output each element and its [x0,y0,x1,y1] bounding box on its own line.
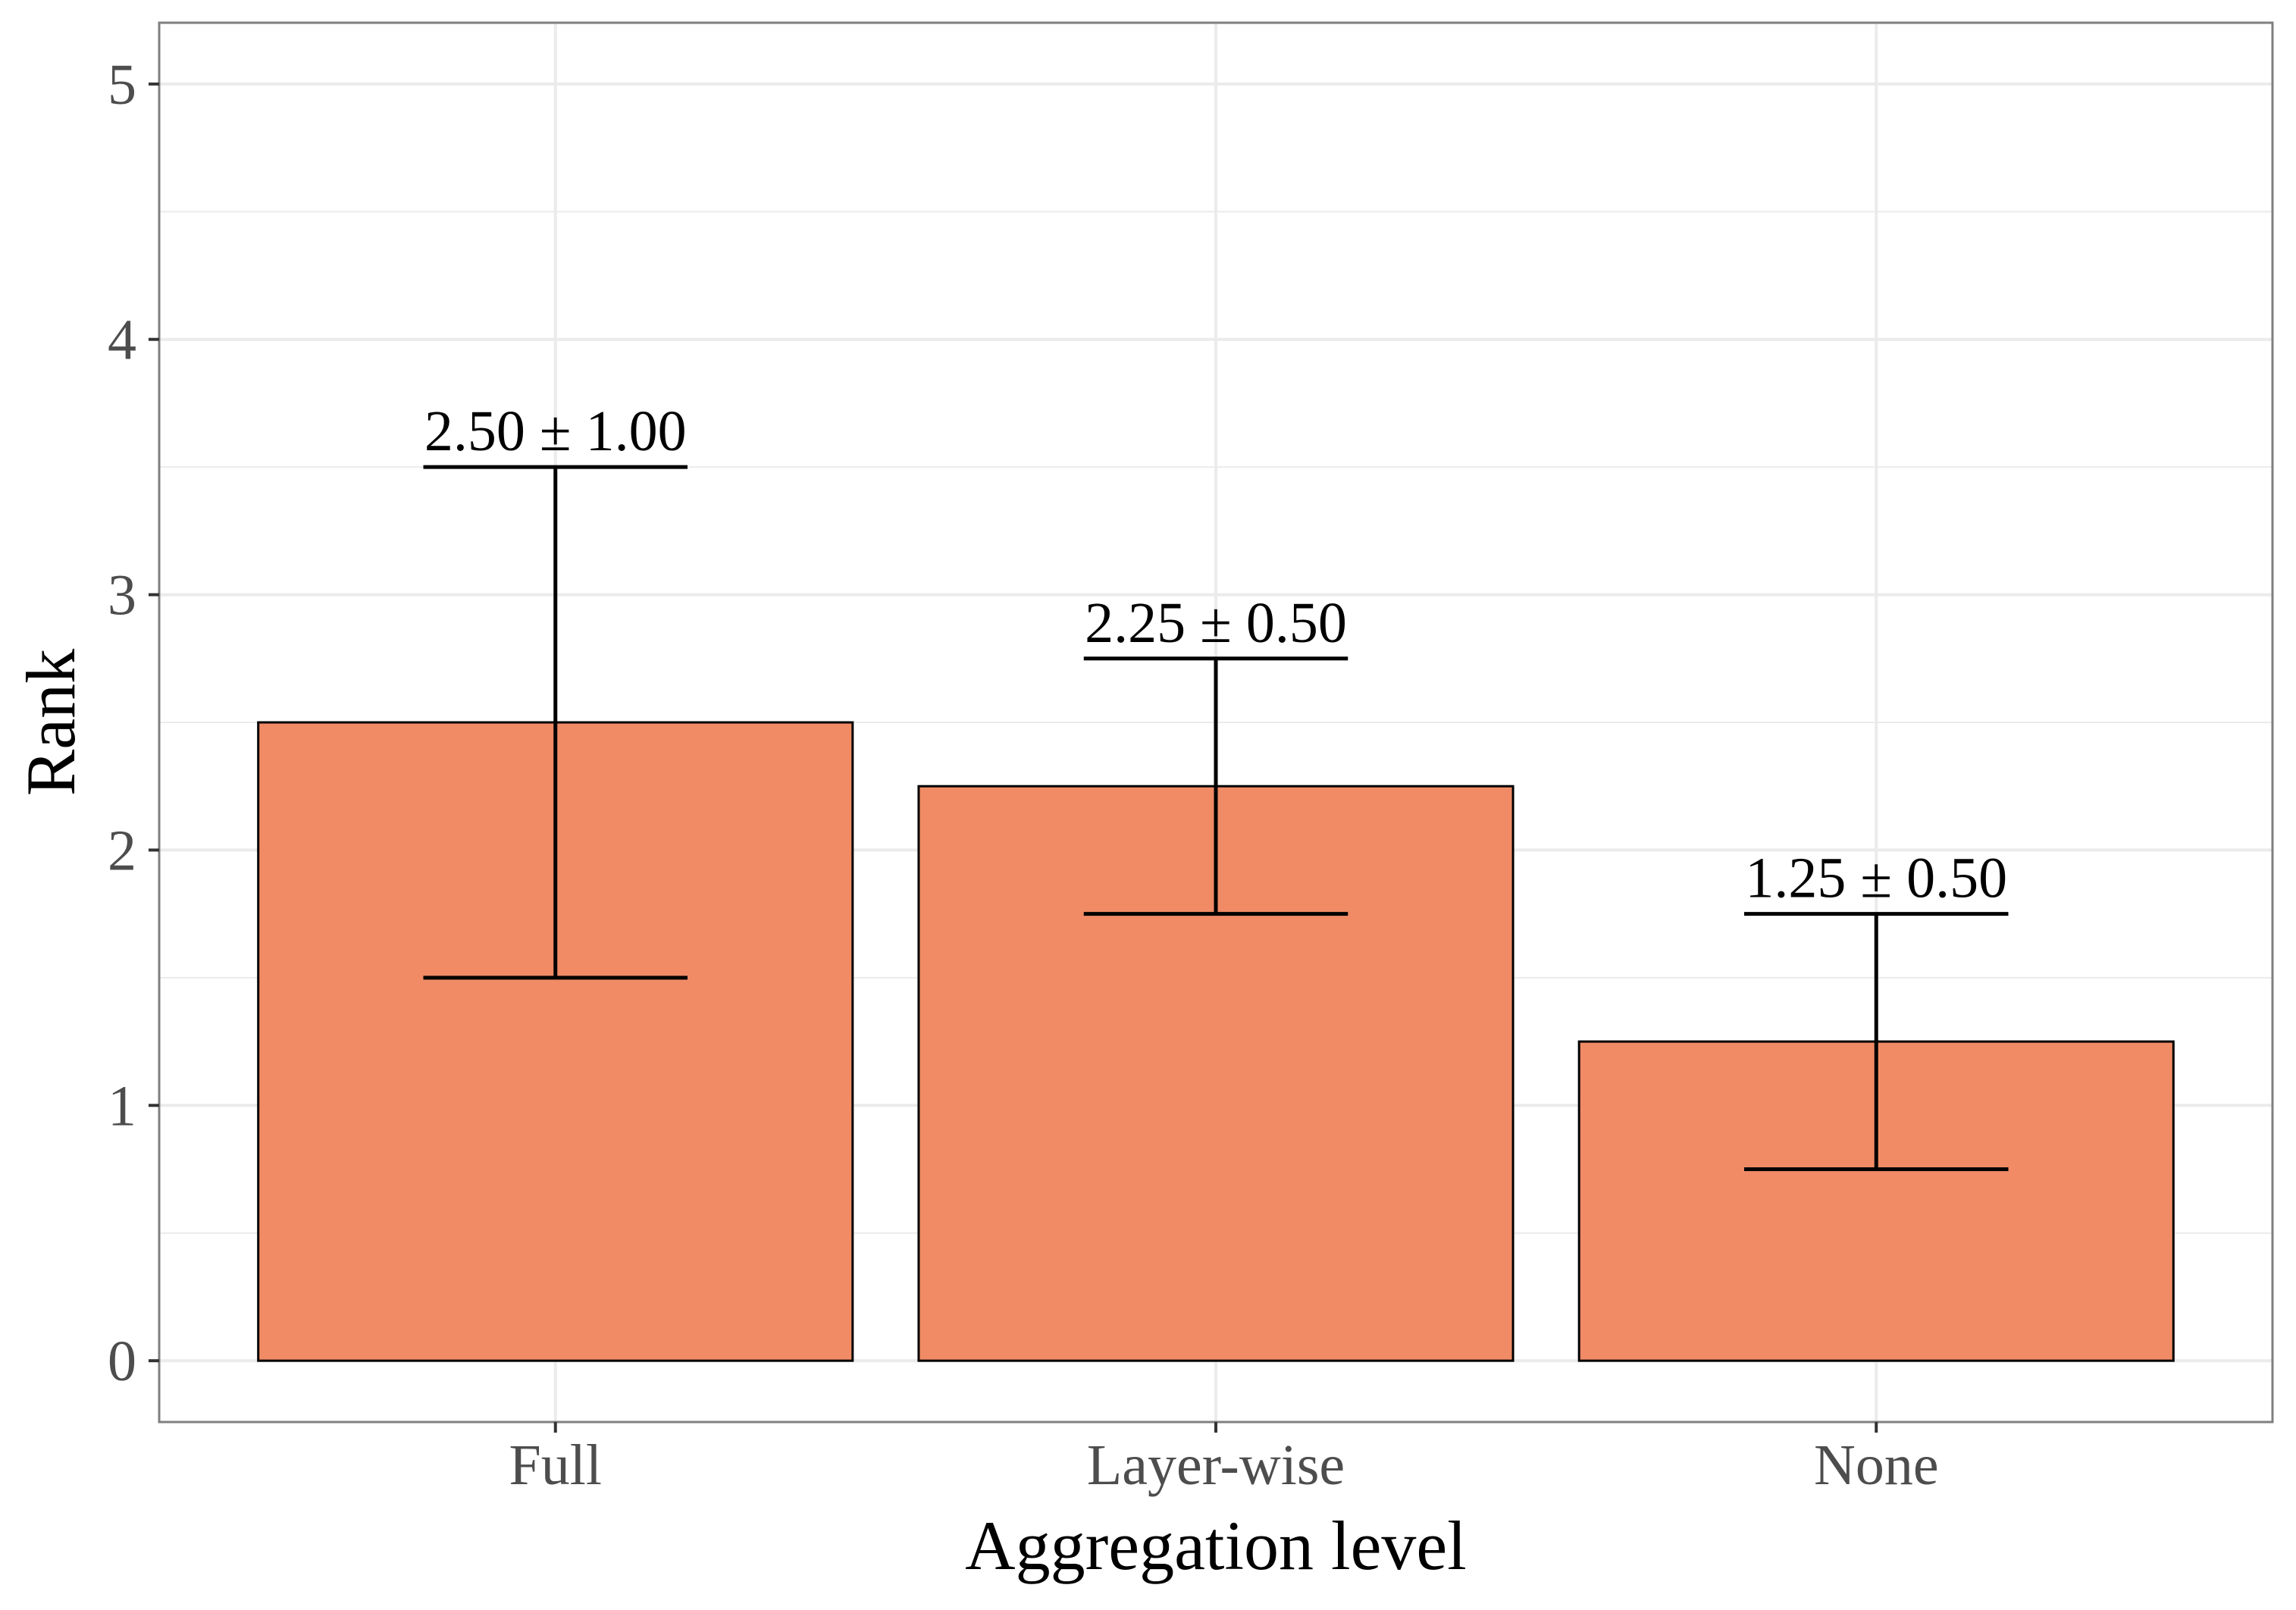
x-tick-label: Full [509,1433,603,1497]
error-bars [423,465,2009,1172]
y-tick-label: 4 [108,309,136,372]
data-label: 2.25 ± 0.50 [1085,591,1347,655]
y-tick-label: 2 [108,819,136,882]
x-axis-title: Aggregation level [965,1507,1467,1584]
y-tick-label: 3 [108,564,136,628]
y-tick-label: 1 [108,1074,136,1138]
data-label: 1.25 ± 0.50 [1745,847,2007,910]
data-label: 2.50 ± 1.00 [424,399,687,463]
x-tick-label: Layer-wise [1087,1433,1345,1497]
x-tick-label: None [1814,1433,1939,1497]
x-axis-ticks: Full Layer-wise None [509,1422,1939,1497]
y-axis-title: Rank [12,649,89,796]
data-labels: 2.50 ± 1.00 2.25 ± 0.50 1.25 ± 0.50 [424,399,2007,910]
y-tick-label: 5 [108,53,136,117]
y-axis-ticks: 0 1 2 3 4 5 [108,53,159,1393]
y-tick-label: 0 [108,1330,136,1393]
